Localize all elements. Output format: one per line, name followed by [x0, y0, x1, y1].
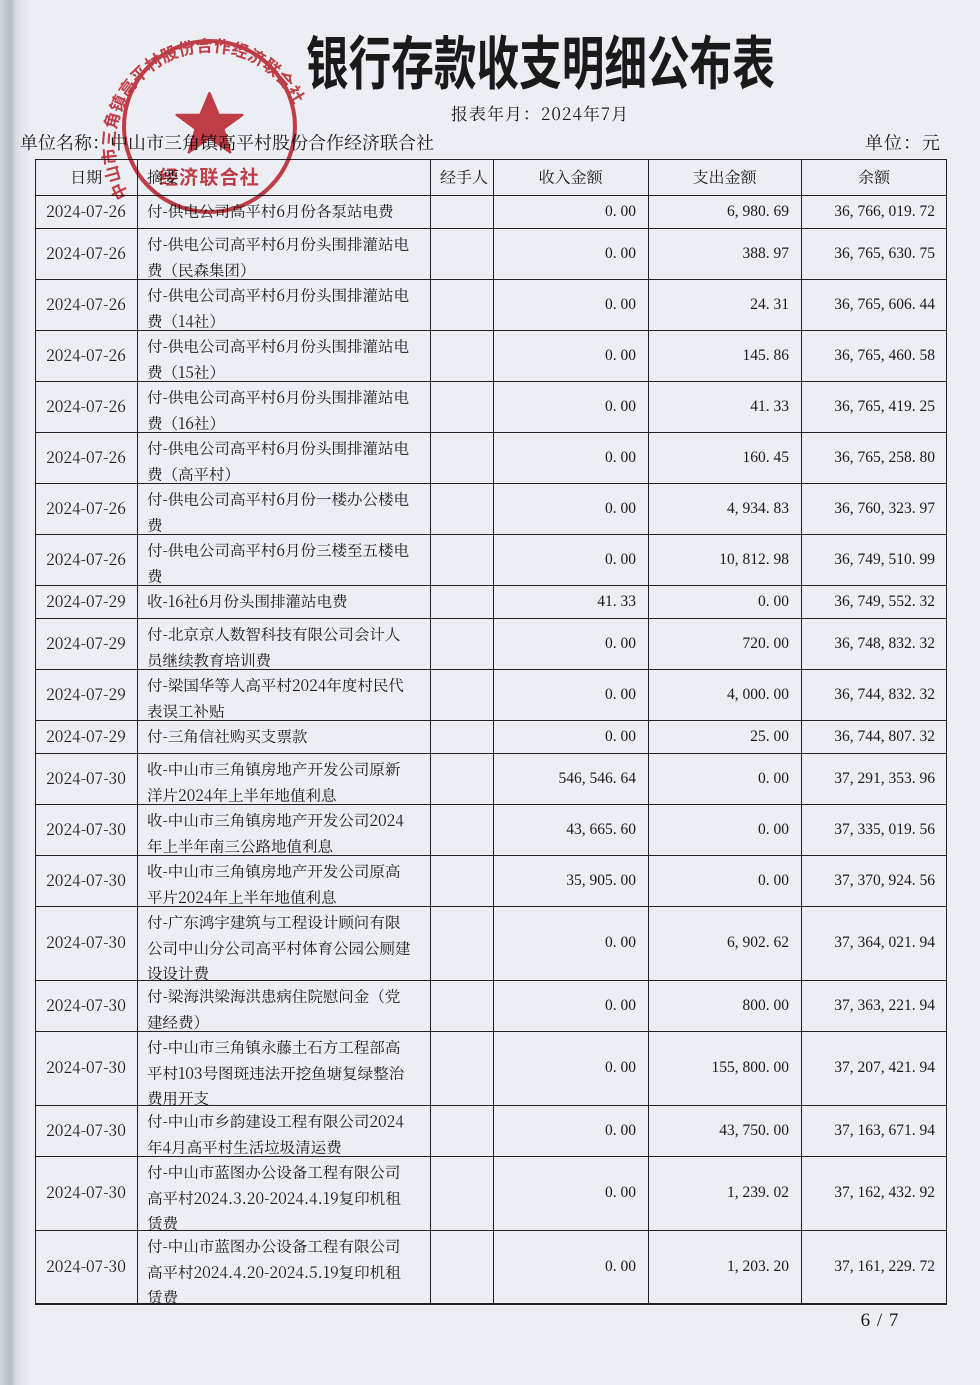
- svg-text:经济联合社: 经济联合社: [159, 163, 260, 190]
